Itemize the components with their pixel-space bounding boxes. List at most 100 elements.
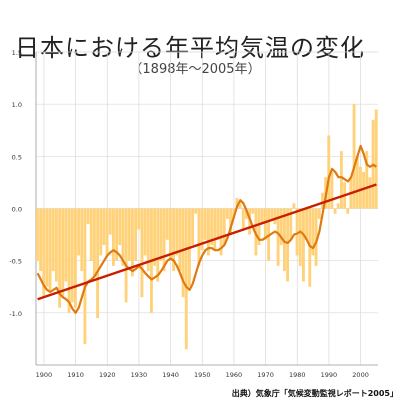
x-tick-label: 1920	[99, 371, 116, 379]
bar	[270, 208, 274, 219]
bar	[115, 208, 119, 261]
bar	[210, 208, 214, 246]
bar	[276, 208, 280, 266]
bar	[67, 208, 71, 313]
bar	[286, 208, 290, 282]
x-tick-labels: 1900 1910 1920 1930 1940 1950 1960 1970 1980 1990…	[36, 371, 369, 379]
bar	[99, 208, 103, 256]
trend-line	[37, 183, 377, 301]
bar	[305, 208, 309, 240]
bar	[362, 171, 366, 209]
bar	[83, 208, 87, 345]
bar	[321, 192, 324, 209]
bar	[140, 208, 144, 298]
moving-average	[36, 144, 378, 314]
bar	[58, 208, 62, 308]
x-tick-label: 1910	[67, 371, 84, 379]
bar	[368, 177, 372, 209]
bar	[42, 208, 46, 298]
bar	[330, 171, 334, 209]
bar	[219, 208, 223, 256]
x-tick-label: 1930	[131, 371, 148, 379]
bar	[251, 208, 255, 214]
bar	[153, 208, 157, 266]
bar	[283, 208, 286, 272]
bar	[172, 208, 176, 272]
bar	[308, 208, 312, 287]
bar	[96, 208, 100, 319]
y-tick-label: 1.0	[12, 101, 22, 109]
bar	[127, 208, 131, 261]
bar	[311, 208, 315, 256]
bar	[257, 208, 261, 246]
bar	[118, 208, 122, 246]
bar	[222, 208, 226, 246]
bar	[121, 208, 125, 266]
bar	[238, 203, 242, 209]
bar	[89, 208, 93, 261]
bar	[207, 208, 210, 256]
bar	[134, 208, 138, 261]
moving-average-line	[36, 144, 378, 314]
bar	[108, 208, 112, 235]
bar	[61, 208, 65, 298]
bar	[340, 151, 343, 209]
x-tick-label: 1970	[257, 371, 274, 379]
bar	[55, 208, 58, 282]
bar	[336, 203, 340, 209]
bar	[226, 208, 229, 219]
bar	[137, 208, 141, 230]
x-tick-label: 1900	[36, 371, 53, 379]
bar	[200, 208, 204, 251]
bar	[365, 151, 369, 209]
bar	[346, 208, 350, 214]
bar	[64, 208, 68, 282]
bar	[359, 166, 362, 209]
x-tick-label: 2000	[352, 371, 369, 379]
bar	[112, 208, 115, 266]
x-tick-label: 1950	[194, 371, 211, 379]
bar	[48, 208, 52, 292]
bar	[131, 208, 134, 277]
bar	[273, 208, 277, 225]
chart-subtitle: （1898年〜2005年）	[129, 62, 261, 77]
x-tick-label: 1940	[162, 371, 179, 379]
bar	[229, 208, 233, 235]
bar	[77, 208, 81, 256]
bar	[355, 156, 359, 209]
x-tick-label: 1990	[321, 371, 338, 379]
bar	[352, 104, 356, 209]
bar	[156, 208, 160, 282]
bar	[295, 208, 299, 256]
bar	[203, 208, 207, 240]
bar	[289, 208, 293, 240]
bar	[105, 208, 109, 256]
bar	[298, 208, 302, 266]
bar	[70, 208, 74, 303]
bar	[197, 208, 201, 266]
bar	[74, 208, 77, 308]
y-tick-label: 1.5	[12, 49, 22, 57]
x-tick-label: 1980	[289, 371, 306, 379]
bar	[191, 208, 195, 246]
bar	[194, 208, 198, 214]
y-tick-label: 0.0	[12, 206, 22, 214]
bar	[162, 208, 166, 272]
bar	[264, 208, 267, 240]
bar	[178, 208, 182, 272]
y-tick-label: -1.0	[9, 310, 22, 318]
bar	[302, 208, 305, 282]
bar	[39, 208, 43, 272]
y-tick-label: 0.5	[12, 153, 22, 161]
x-tick-label: 1960	[226, 371, 243, 379]
bar	[175, 208, 179, 256]
bar	[279, 208, 283, 246]
source-note: 出典）気象庁「気候変動監視レポート2005」	[231, 389, 398, 398]
bar	[327, 135, 331, 209]
bar	[213, 208, 217, 251]
bar	[146, 208, 150, 272]
bar	[93, 208, 96, 277]
y-tick-label: -0.5	[9, 258, 22, 266]
bar	[124, 208, 128, 303]
bar	[374, 109, 378, 209]
